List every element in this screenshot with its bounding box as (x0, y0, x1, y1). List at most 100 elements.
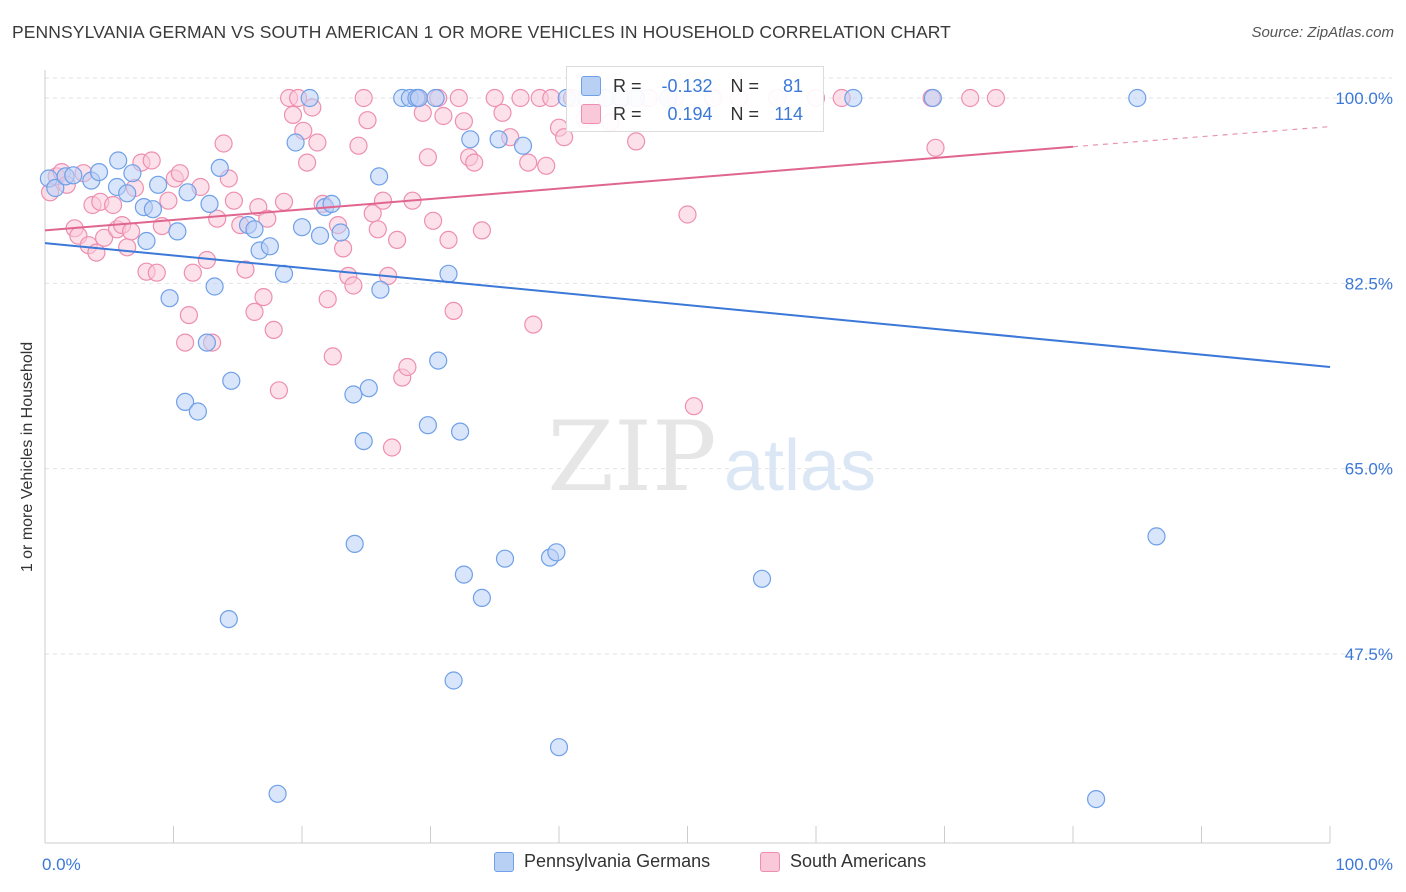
trend-line-south-americans-extension (1072, 125, 1331, 148)
data-point (373, 191, 393, 210)
data-point (205, 277, 224, 296)
data-point (493, 103, 512, 122)
trend-lines (44, 125, 1331, 368)
data-point (451, 422, 470, 441)
data-point (354, 88, 373, 108)
legend-item-pennsylvania-germans[interactable]: Pennsylvania Germans (494, 851, 710, 872)
data-point (310, 226, 330, 245)
data-point (322, 194, 341, 213)
data-point (159, 191, 178, 210)
data-point (118, 238, 137, 257)
data-point (168, 222, 187, 241)
data-point (318, 290, 337, 309)
data-point (752, 569, 772, 588)
r-label: R = (613, 75, 642, 96)
data-point (370, 167, 389, 186)
r-value: 0.194 (667, 103, 713, 124)
y-tick-label: 47.5% (1345, 645, 1393, 664)
data-point (434, 106, 453, 126)
data-point (489, 130, 508, 149)
data-point (208, 209, 227, 228)
data-point (260, 237, 279, 256)
data-point (495, 549, 515, 568)
data-point (961, 88, 980, 108)
stats-row-south-americans: R = 0.194 N = 114 (581, 101, 803, 127)
data-point (444, 671, 463, 690)
data-point (178, 183, 197, 202)
data-point (89, 163, 109, 182)
data-point (222, 371, 241, 390)
data-point (359, 379, 378, 398)
y-tick-label: 65.0% (1345, 460, 1393, 479)
grid-lines (45, 77, 1392, 655)
data-point (986, 88, 1006, 108)
data-point (542, 88, 561, 108)
data-point (103, 195, 123, 215)
stats-legend: R = -0.132 N = 81 R = 0.194 N = 114 (566, 66, 824, 132)
data-point (439, 230, 458, 249)
data-point (64, 166, 83, 185)
data-point (308, 133, 327, 152)
data-point (160, 289, 179, 308)
data-point (179, 306, 198, 325)
x-tick-label-max: 100.0% (1335, 855, 1393, 874)
data-point (176, 333, 195, 352)
source-label: Source: ZipAtlas.com (1251, 24, 1394, 41)
data-point (472, 588, 491, 608)
data-point (388, 230, 407, 249)
data-point (219, 609, 238, 629)
legend-item-south-americans[interactable]: South Americans (760, 851, 926, 872)
watermark-atlas: atlas (724, 426, 876, 506)
data-point (923, 88, 943, 108)
chart-title: PENNSYLVANIA GERMAN VS SOUTH AMERICAN 1 … (12, 22, 951, 42)
data-point (258, 209, 277, 228)
trend-line-south-americans (44, 145, 1074, 232)
stats-row-pennsylvania-germans: R = -0.132 N = 81 (581, 73, 803, 99)
watermark: ZIP atlas (547, 401, 876, 513)
data-point (398, 357, 417, 377)
legend-swatch-blue (494, 851, 514, 872)
data-point (94, 228, 114, 247)
data-point (554, 128, 574, 147)
data-point (254, 288, 273, 307)
data-point (137, 231, 156, 251)
data-point (524, 315, 543, 334)
data-point (268, 784, 287, 803)
stats-swatch-pink (581, 104, 601, 124)
data-point (200, 194, 219, 213)
data-point (292, 218, 312, 237)
stats-swatch-blue (581, 76, 601, 96)
legend-swatch-pink (760, 851, 780, 872)
data-point (626, 132, 646, 151)
data-point (684, 397, 704, 416)
data-point (449, 88, 468, 108)
data-point (149, 175, 168, 194)
data-point (472, 221, 491, 240)
data-point (286, 133, 305, 152)
data-point (245, 220, 264, 239)
data-point (429, 351, 448, 370)
data-point (147, 263, 166, 282)
data-point (245, 302, 264, 321)
data-point (1147, 527, 1166, 546)
data-point (549, 738, 569, 757)
data-point (418, 416, 437, 435)
data-point (426, 88, 445, 108)
data-point (236, 260, 255, 279)
data-point (46, 178, 65, 198)
data-point (210, 158, 229, 177)
data-point (409, 88, 428, 108)
data-point (331, 223, 350, 242)
n-label: N = (730, 75, 760, 96)
data-point (345, 534, 364, 554)
data-point (349, 136, 368, 155)
data-point (454, 112, 473, 131)
data-point (183, 263, 202, 282)
n-value: 81 (783, 75, 804, 96)
data-point (358, 111, 377, 130)
n-value: 114 (774, 103, 804, 124)
data-point (264, 320, 283, 339)
data-point (269, 381, 288, 400)
n-label: N = (730, 103, 760, 124)
data-point (170, 164, 189, 183)
